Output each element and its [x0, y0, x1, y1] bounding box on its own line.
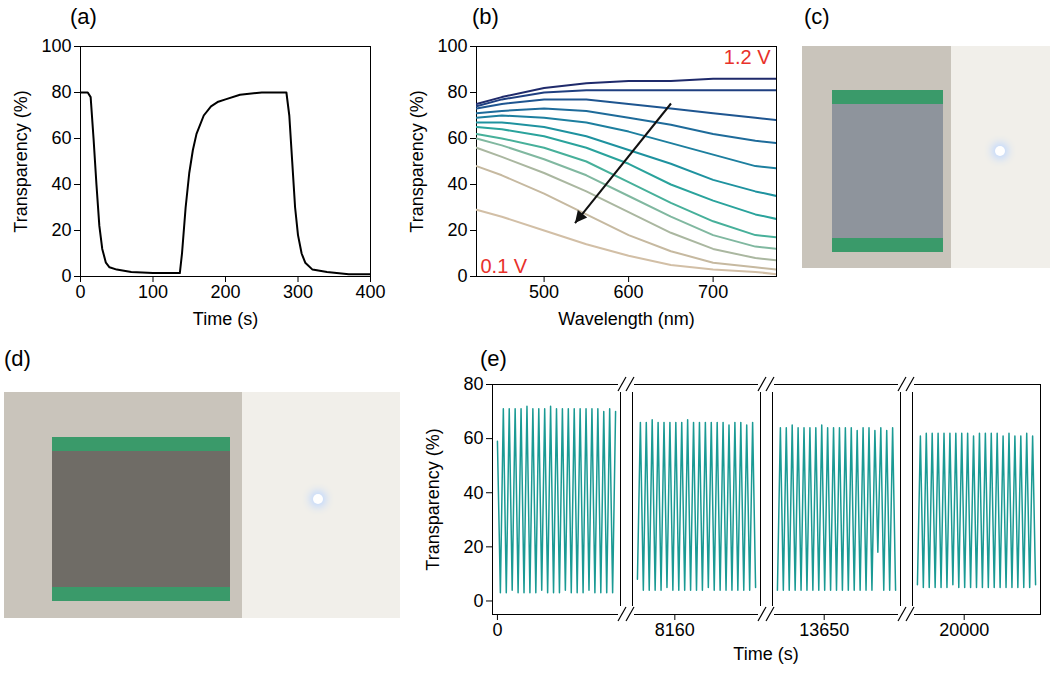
svg-text:500: 500: [529, 282, 559, 302]
html-text:(b): (b): [472, 4, 499, 29]
html-text:(e): (e): [480, 346, 507, 371]
svg-text:0: 0: [457, 266, 467, 286]
svg-text:60: 60: [463, 428, 483, 448]
svg-text:0: 0: [61, 266, 71, 286]
svg-text:Time (s): Time (s): [193, 309, 258, 329]
svg-text:20000: 20000: [939, 620, 989, 640]
svg-text:Transparency (%): Transparency (%): [407, 90, 427, 232]
svg-text:0: 0: [492, 620, 502, 640]
svg-text:100: 100: [41, 36, 71, 56]
svg-text:400: 400: [355, 282, 385, 302]
svg-text:1.2 V: 1.2 V: [724, 46, 771, 68]
svg-text:100: 100: [138, 282, 168, 302]
svg-text:80: 80: [447, 82, 467, 102]
svg-text:0: 0: [473, 591, 483, 611]
html-text:(d): (d): [4, 346, 31, 371]
svg-text:60: 60: [51, 128, 71, 148]
svg-text:200: 200: [210, 282, 240, 302]
svg-text:80: 80: [51, 82, 71, 102]
svg-text:60: 60: [447, 128, 467, 148]
svg-text:0.1 V: 0.1 V: [481, 255, 528, 277]
svg-text:13650: 13650: [799, 620, 849, 640]
svg-text:Transparency (%): Transparency (%): [11, 90, 31, 232]
svg-text:Wavelength (nm): Wavelength (nm): [558, 309, 694, 329]
svg-text:40: 40: [463, 482, 483, 502]
html-text:Time (s): Time (s): [733, 644, 799, 664]
svg-text:20: 20: [51, 220, 71, 240]
svg-text:300: 300: [283, 282, 313, 302]
html-text:(c): (c): [804, 4, 830, 29]
svg-text:700: 700: [698, 282, 728, 302]
svg-text:Transparency (%): Transparency (%): [423, 428, 443, 570]
svg-text:20: 20: [447, 220, 467, 240]
html-text:(a): (a): [70, 4, 97, 29]
svg-text:100: 100: [437, 36, 467, 56]
svg-text:600: 600: [614, 282, 644, 302]
svg-text:40: 40: [447, 174, 467, 194]
svg-text:20: 20: [463, 537, 483, 557]
svg-text:80: 80: [463, 374, 483, 394]
svg-text:0: 0: [75, 282, 85, 302]
svg-text:40: 40: [51, 174, 71, 194]
svg-text:8160: 8160: [655, 620, 695, 640]
